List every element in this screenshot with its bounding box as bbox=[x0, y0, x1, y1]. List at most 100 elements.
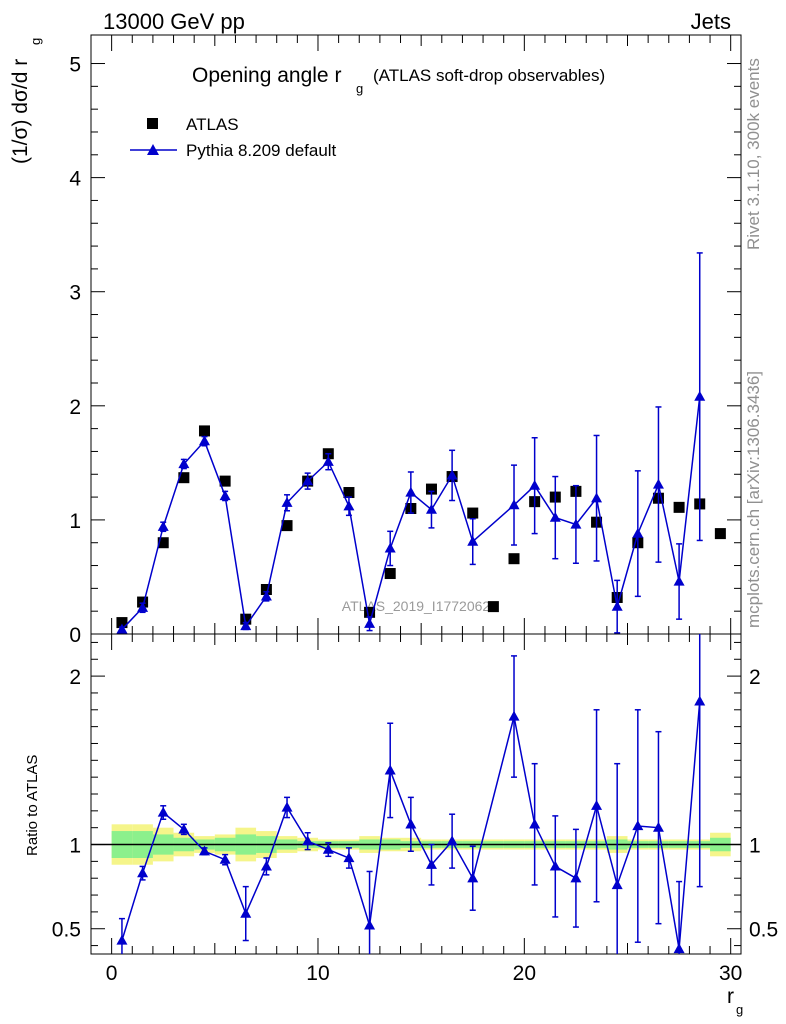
pythia-data-point bbox=[219, 490, 231, 501]
atlas-data-point bbox=[487, 601, 499, 613]
x-axis-label: r bbox=[727, 985, 734, 1008]
main-y-tick-label: 0 bbox=[69, 624, 81, 647]
atlas-data-point bbox=[116, 617, 128, 629]
pythia-data-point bbox=[364, 617, 376, 628]
atlas-data-point bbox=[198, 425, 210, 437]
ratio-plot-frame bbox=[90, 633, 742, 955]
main-x-ticks bbox=[90, 35, 732, 634]
ratio-data-point bbox=[137, 867, 149, 878]
ratio-data-point bbox=[611, 879, 623, 890]
legend: ATLAS Pythia 8.209 default bbox=[130, 115, 337, 160]
pythia-data-point bbox=[591, 492, 603, 503]
ratio-x-tick-label: 30 bbox=[719, 962, 742, 985]
legend-label-pythia: Pythia 8.209 default bbox=[186, 141, 337, 160]
main-y-tick-label: 4 bbox=[69, 168, 81, 191]
pythia-data-point bbox=[673, 575, 685, 586]
ratio-data-point bbox=[322, 843, 334, 854]
atlas-data-point bbox=[384, 568, 396, 580]
pythia-data-point bbox=[157, 520, 169, 531]
main-y-tick-label: 5 bbox=[69, 54, 81, 77]
ratio-x-axis: 0 10 20 30 bbox=[90, 634, 742, 985]
ratio-data-point bbox=[694, 695, 706, 706]
plot-title-tail: (ATLAS soft-drop observables) bbox=[373, 66, 605, 85]
ratio-data-point bbox=[281, 801, 293, 812]
ratio-data-point bbox=[219, 853, 231, 864]
ratio-y-tick-label: 2 bbox=[69, 666, 81, 689]
pythia-data-point bbox=[260, 590, 272, 601]
ratio-y-tick-label: 1 bbox=[69, 835, 81, 858]
ratio-data-point bbox=[157, 806, 169, 817]
atlas-data-point bbox=[425, 483, 437, 495]
atlas-data-point bbox=[260, 584, 272, 596]
main-y-axis-label-subscript: g bbox=[28, 38, 43, 45]
ratio-data-point bbox=[549, 860, 561, 871]
plot-title-subscript: g bbox=[356, 81, 363, 96]
ratio-x-tick-label: 20 bbox=[513, 962, 536, 985]
ratio-data-point bbox=[673, 943, 685, 954]
ratio-data-point bbox=[116, 934, 128, 945]
atlas-data-point bbox=[364, 606, 376, 618]
rivet-label: Rivet 3.1.10, 300k events bbox=[744, 58, 763, 250]
ratio-data-point bbox=[343, 852, 355, 863]
ratio-data-point bbox=[240, 907, 252, 918]
ratio-data-point bbox=[632, 820, 644, 831]
pythia-data-point bbox=[652, 478, 664, 489]
pythia-data-point bbox=[446, 469, 458, 480]
atlas-data-point bbox=[240, 613, 252, 625]
ratio-x-tick-label: 0 bbox=[106, 962, 118, 985]
header-energy: 13000 GeV pp bbox=[103, 9, 245, 34]
legend-marker-atlas bbox=[147, 118, 158, 129]
ratio-data-point bbox=[260, 860, 272, 871]
ratio-data-point bbox=[529, 818, 541, 829]
main-y-tick-label: 1 bbox=[69, 510, 81, 533]
atlas-data-point bbox=[508, 553, 520, 565]
pythia-data-point bbox=[467, 535, 479, 546]
ratio-data-layer bbox=[116, 634, 706, 954]
main-data-layer bbox=[116, 252, 726, 634]
ratio-series-line bbox=[121, 701, 701, 950]
legend-marker-pythia bbox=[147, 144, 159, 155]
ratio-data-point bbox=[570, 872, 582, 883]
atlas-data-point bbox=[219, 475, 231, 487]
atlas-data-point bbox=[343, 487, 355, 499]
pythia-data-point bbox=[240, 620, 252, 631]
atlas-data-point bbox=[178, 472, 190, 484]
ratio-y-axis-label: Ratio to ATLAS bbox=[24, 755, 41, 856]
ratio-x-tick-label: 10 bbox=[306, 962, 329, 985]
pythia-data-point bbox=[281, 497, 293, 507]
atlas-data-point bbox=[157, 537, 169, 549]
ratio-data-point bbox=[508, 710, 520, 721]
pythia-data-point bbox=[384, 542, 396, 553]
header-category: Jets bbox=[691, 9, 731, 34]
pythia-data-point bbox=[198, 435, 210, 446]
ratio-data-point bbox=[467, 872, 479, 883]
main-y-axis-label: (1/σ) dσ/d r bbox=[9, 59, 32, 164]
main-y-tick-label: 2 bbox=[69, 396, 81, 419]
pythia-data-point bbox=[137, 601, 149, 612]
mcplots-label: mcplots.cern.ch [arXiv:1306.3436] bbox=[744, 371, 763, 628]
ratio-plot-panel: 0.5 0.5 1 1 2 2 0 10 20 30 bbox=[52, 633, 778, 985]
pythia-data-point bbox=[529, 479, 541, 490]
pythia-data-point bbox=[425, 503, 437, 514]
ratio-y-tick-label-right: 0.5 bbox=[749, 919, 778, 942]
x-axis-label-subscript: g bbox=[736, 1002, 743, 1017]
legend-label-atlas: ATLAS bbox=[186, 115, 239, 134]
main-y-axis: 0 1 2 3 4 5 bbox=[69, 54, 741, 647]
pythia-data-point bbox=[694, 390, 706, 401]
pythia-data-point bbox=[116, 623, 128, 634]
main-plot-panel: 0 1 2 3 4 5 ATLAS_2019_I1772062 bbox=[69, 34, 742, 647]
ratio-data-point bbox=[591, 800, 603, 810]
ratio-data-point bbox=[652, 821, 664, 832]
pythia-data-point bbox=[343, 500, 355, 511]
ratio-data-point bbox=[405, 818, 417, 829]
analysis-watermark: ATLAS_2019_I1772062 bbox=[342, 598, 491, 614]
ratio-data-point bbox=[198, 845, 210, 856]
pythia-data-point bbox=[405, 486, 417, 497]
ratio-y-axis: 0.5 0.5 1 1 2 2 bbox=[52, 641, 778, 947]
pythia-data-point bbox=[570, 518, 582, 529]
pythia-data-point bbox=[611, 600, 623, 611]
plot-title-main: Opening angle r bbox=[192, 64, 341, 87]
pythia-data-point bbox=[508, 499, 520, 510]
pythia-data-point bbox=[549, 511, 561, 522]
